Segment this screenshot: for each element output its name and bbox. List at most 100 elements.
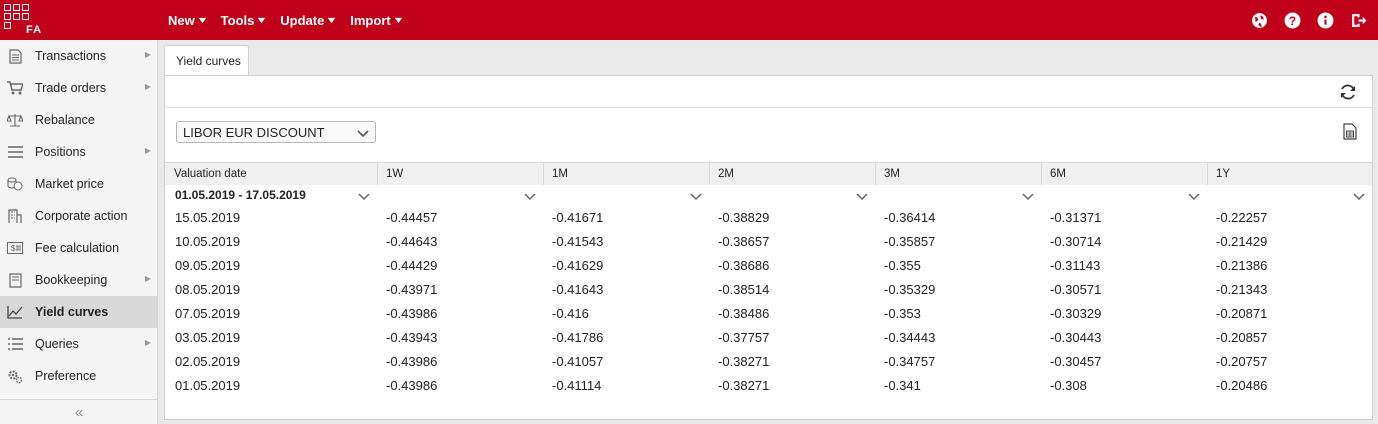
tab-label: Yield curves (176, 54, 241, 68)
info-icon[interactable] (1315, 10, 1335, 30)
sidebar-item-bookkeeping[interactable]: Bookkeeping ▶ (0, 264, 157, 296)
cell-3m: -0.341 (884, 378, 921, 393)
menu-label: Tools (220, 12, 255, 28)
cell-1m: -0.416 (552, 306, 589, 321)
sidebar-item-label: Transactions (35, 49, 107, 63)
cell-6m: -0.30329 (1050, 306, 1102, 321)
book-icon (7, 272, 23, 288)
sidebar-item-label: Trade orders (35, 81, 107, 95)
chevron-right-icon: ▶ (144, 82, 151, 91)
menu-update[interactable]: Update ▼ (280, 13, 339, 28)
cell-1m: -0.41543 (552, 234, 604, 249)
table-row[interactable]: 08.05.2019 -0.43971 -0.41643 -0.38514 -0… (165, 278, 1372, 302)
panel-toolbar (165, 76, 1372, 108)
sidebar: Transactions ▶ Trade orders ▶ Rebalance … (0, 40, 158, 424)
column-header-valuation-date[interactable]: Valuation date 01.05.2019 - 17.05.2019 (165, 163, 378, 206)
chevron-down-icon (1188, 190, 1200, 204)
chevron-down-icon (690, 190, 702, 204)
column-label: 2M (718, 168, 734, 180)
chevron-right-icon: ▶ (144, 146, 151, 155)
table-row[interactable]: 02.05.2019 -0.43986 -0.41057 -0.38271 -0… (165, 350, 1372, 374)
chevron-down-icon (1022, 190, 1034, 204)
sidebar-item-label: Preference (35, 369, 97, 383)
cell-1y: -0.21429 (1216, 234, 1268, 249)
tab-yield-curves[interactable]: Yield curves (164, 45, 249, 76)
column-header-1w[interactable]: 1W (377, 163, 544, 206)
sidebar-item-label: Bookkeeping (35, 273, 108, 287)
column-label: 1Y (1216, 168, 1231, 180)
cell-1y: -0.21386 (1216, 258, 1268, 273)
table-row[interactable]: 03.05.2019 -0.43943 -0.41786 -0.37757 -0… (165, 326, 1372, 350)
caret-down-icon: ▼ (391, 15, 405, 25)
sidebar-item-label: Queries (35, 337, 79, 351)
filter-6m[interactable] (1041, 185, 1207, 206)
sidebar-item-transactions[interactable]: Transactions ▶ (0, 40, 157, 72)
column-header-2m[interactable]: 2M (709, 163, 876, 206)
cell-6m: -0.30457 (1050, 354, 1102, 369)
logout-icon[interactable] (1348, 10, 1368, 30)
cell-6m: -0.308 (1050, 378, 1087, 393)
table-row[interactable]: 15.05.2019 -0.44457 -0.41671 -0.38829 -0… (165, 206, 1372, 230)
chevron-right-icon: ▶ (144, 338, 151, 347)
menu-import[interactable]: Import ▼ (350, 13, 405, 28)
collapse-sidebar-button[interactable]: « (0, 399, 158, 424)
cell-1y: -0.20857 (1216, 330, 1268, 345)
list-icon (7, 336, 23, 352)
sidebar-item-market-price[interactable]: Market price (0, 168, 157, 200)
refresh-icon[interactable] (1338, 82, 1358, 102)
cell-2m: -0.38686 (718, 258, 770, 273)
table-row[interactable]: 10.05.2019 -0.44643 -0.41543 -0.38657 -0… (165, 230, 1372, 254)
column-header-1y[interactable]: 1Y (1207, 163, 1372, 206)
sidebar-item-preference[interactable]: Preference (0, 360, 157, 392)
column-header-3m[interactable]: 3M (875, 163, 1042, 206)
sidebar-item-yield-curves[interactable]: Yield curves (0, 296, 157, 328)
svg-text:$: $ (11, 244, 16, 253)
cell-1m: -0.41114 (552, 378, 602, 393)
help-icon[interactable]: ? (1282, 10, 1302, 30)
column-header-6m[interactable]: 6M (1041, 163, 1208, 206)
filter-1w[interactable] (377, 185, 543, 206)
cell-3m: -0.35329 (884, 282, 936, 297)
cell-1y: -0.20757 (1216, 354, 1268, 369)
gears-icon (7, 368, 23, 384)
cell-1m: -0.41786 (552, 330, 604, 345)
sidebar-item-queries[interactable]: Queries ▶ (0, 328, 157, 360)
filter-valuation-date[interactable]: 01.05.2019 - 17.05.2019 (165, 185, 377, 206)
column-header-1m[interactable]: 1M (543, 163, 710, 206)
menu-tools[interactable]: Tools ▼ (220, 12, 268, 28)
cell-3m: -0.353 (884, 306, 921, 321)
fa-logo[interactable]: FA (4, 4, 44, 36)
scale-icon (7, 112, 23, 128)
cell-2m: -0.38829 (718, 210, 770, 225)
sidebar-item-rebalance[interactable]: Rebalance (0, 104, 157, 136)
menu-new[interactable]: New ▼ (168, 13, 208, 28)
table-row[interactable]: 01.05.2019 -0.43986 -0.41114 -0.38271 -0… (165, 374, 1372, 398)
filter-1m[interactable] (543, 185, 709, 206)
curve-select[interactable]: LIBOR EUR DISCOUNT (176, 121, 376, 143)
sidebar-item-trade-orders[interactable]: Trade orders ▶ (0, 72, 157, 104)
chevron-down-icon (1353, 190, 1365, 204)
caret-down-icon: ▼ (325, 15, 339, 25)
cell-date: 03.05.2019 (175, 330, 241, 345)
sidebar-item-fee-calculation[interactable]: $ Fee calculation (0, 232, 157, 264)
cell-3m: -0.34443 (884, 330, 936, 345)
cell-1m: -0.41057 (552, 354, 604, 369)
filter-1y[interactable] (1207, 185, 1372, 206)
cell-6m: -0.31143 (1050, 258, 1101, 273)
yield-curves-panel: LIBOR EUR DISCOUNT Valuation date 01.05.… (164, 75, 1373, 420)
cell-date: 09.05.2019 (175, 258, 241, 273)
sidebar-item-positions[interactable]: Positions ▶ (0, 136, 157, 168)
filter-2m[interactable] (709, 185, 875, 206)
chevron-down-icon (358, 190, 370, 204)
yield-table: Valuation date 01.05.2019 - 17.05.2019 1… (165, 162, 1372, 398)
logo-text: FA (26, 24, 43, 36)
cell-1y: -0.20871 (1216, 306, 1268, 321)
globe-icon[interactable] (1249, 10, 1269, 30)
sidebar-item-corporate-action[interactable]: Corporate action (0, 200, 157, 232)
cell-date: 07.05.2019 (175, 306, 241, 321)
table-row[interactable]: 09.05.2019 -0.44429 -0.41629 -0.38686 -0… (165, 254, 1372, 278)
filter-3m[interactable] (875, 185, 1041, 206)
cell-date: 08.05.2019 (175, 282, 241, 297)
table-row[interactable]: 07.05.2019 -0.43986 -0.416 -0.38486 -0.3… (165, 302, 1372, 326)
export-icon[interactable] (1343, 123, 1357, 140)
